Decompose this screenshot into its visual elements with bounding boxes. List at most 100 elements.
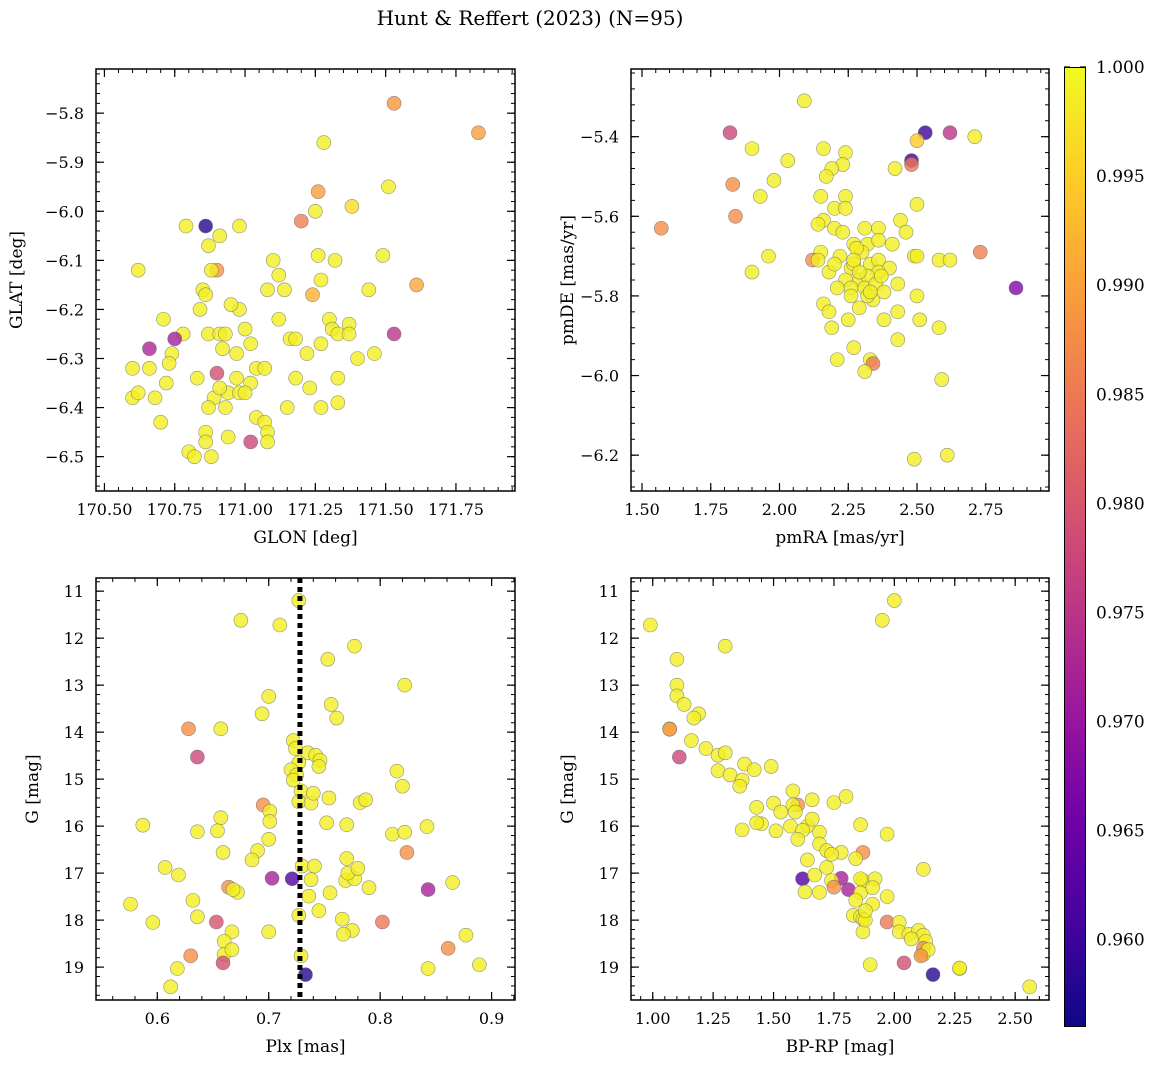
- data-point: [229, 346, 244, 361]
- x-tick-label: 1.00: [635, 1009, 671, 1028]
- data-point: [879, 889, 895, 904]
- data-point: [909, 248, 925, 264]
- data-point: [785, 783, 801, 799]
- x-tick-label: 0.7: [256, 1009, 281, 1028]
- data-point: [225, 882, 241, 897]
- x-axis-label: Plx [mas]: [265, 1037, 345, 1057]
- data-point: [874, 612, 890, 628]
- data-point: [826, 795, 842, 810]
- data-point: [471, 125, 486, 141]
- x-tick-label: 171.75: [428, 500, 484, 519]
- data-point: [804, 811, 820, 827]
- y-tick-label: 13: [599, 676, 619, 695]
- data-point: [237, 385, 253, 401]
- panel-g-vs-bprp: 1.00 1.25 1.50 1.75 2.00 2.25 2.50 11 12 13 14 15 16…: [558, 577, 1050, 1057]
- data-point: [807, 867, 822, 883]
- colorbar-tick-label: 1.000: [1096, 58, 1145, 78]
- scatter-points: [643, 593, 1037, 995]
- data-point: [189, 370, 205, 386]
- data-point: [257, 361, 273, 376]
- data-point: [395, 778, 410, 794]
- data-point: [458, 927, 474, 943]
- colorbar-tick-label: 0.975: [1096, 603, 1145, 623]
- data-point: [327, 253, 343, 268]
- data-point: [717, 745, 733, 761]
- y-axis-label: GLAT [deg]: [7, 231, 27, 329]
- y-tick-label: 16: [599, 817, 619, 836]
- data-point: [788, 804, 803, 820]
- x-tick-label: 1.75: [693, 500, 729, 519]
- data-point: [686, 710, 702, 726]
- data-point: [361, 880, 377, 895]
- y-tick-label: 14: [599, 723, 619, 742]
- data-point: [170, 961, 185, 976]
- data-point: [890, 276, 906, 292]
- colorbar-tick-label: 0.990: [1096, 276, 1145, 296]
- data-point: [198, 434, 213, 450]
- data-point: [887, 161, 903, 176]
- data-point: [339, 851, 355, 866]
- data-point: [862, 957, 878, 973]
- data-point: [728, 209, 743, 224]
- data-point: [813, 189, 829, 204]
- data-point: [684, 733, 699, 748]
- data-point: [838, 789, 854, 804]
- data-point: [313, 400, 329, 415]
- data-point: [725, 177, 741, 192]
- data-point: [232, 218, 247, 234]
- data-point: [350, 351, 365, 366]
- data-point: [215, 955, 231, 971]
- data-point: [862, 284, 878, 300]
- x-axis-label: GLON [deg]: [253, 528, 357, 548]
- data-point: [397, 677, 412, 693]
- data-point: [906, 451, 922, 467]
- data-point: [272, 617, 288, 633]
- data-point: [848, 851, 864, 866]
- x-tick-label: 2.00: [762, 500, 798, 519]
- data-point: [178, 218, 194, 234]
- data-point: [853, 871, 868, 887]
- data-point: [810, 252, 826, 268]
- data-point: [203, 449, 219, 464]
- y-tick-label: 17: [599, 864, 619, 883]
- data-point: [261, 924, 277, 940]
- data-point: [218, 326, 233, 342]
- data-point: [419, 819, 435, 834]
- data-point: [744, 264, 760, 280]
- data-point: [838, 145, 853, 160]
- data-point: [717, 638, 733, 654]
- data-point: [876, 312, 892, 328]
- data-point: [662, 722, 677, 737]
- data-point: [796, 93, 812, 109]
- data-point: [123, 896, 138, 912]
- data-point: [851, 300, 867, 316]
- data-point: [829, 352, 845, 367]
- data-point: [952, 960, 967, 976]
- data-point: [780, 153, 796, 168]
- data-point: [873, 268, 889, 284]
- data-point: [323, 697, 339, 712]
- data-point: [934, 372, 950, 387]
- data-point: [288, 370, 303, 386]
- y-tick-label: −6.5: [45, 448, 84, 467]
- data-point: [939, 447, 955, 463]
- data-point: [305, 287, 320, 303]
- data-point: [744, 141, 760, 156]
- data-point: [311, 903, 327, 919]
- data-point: [761, 248, 776, 264]
- y-tick-label: 19: [64, 958, 84, 977]
- data-point: [153, 415, 168, 430]
- data-point: [849, 240, 864, 256]
- data-point: [752, 189, 768, 204]
- y-tick-label: 14: [64, 723, 84, 742]
- data-point: [898, 224, 914, 240]
- data-point: [320, 651, 336, 667]
- data-point: [229, 370, 244, 386]
- y-tick-label: 19: [599, 958, 619, 977]
- data-point: [307, 858, 322, 874]
- data-point: [330, 370, 346, 386]
- data-point: [322, 885, 338, 901]
- data-point: [821, 304, 837, 320]
- data-point: [161, 356, 177, 371]
- data-point: [768, 823, 784, 839]
